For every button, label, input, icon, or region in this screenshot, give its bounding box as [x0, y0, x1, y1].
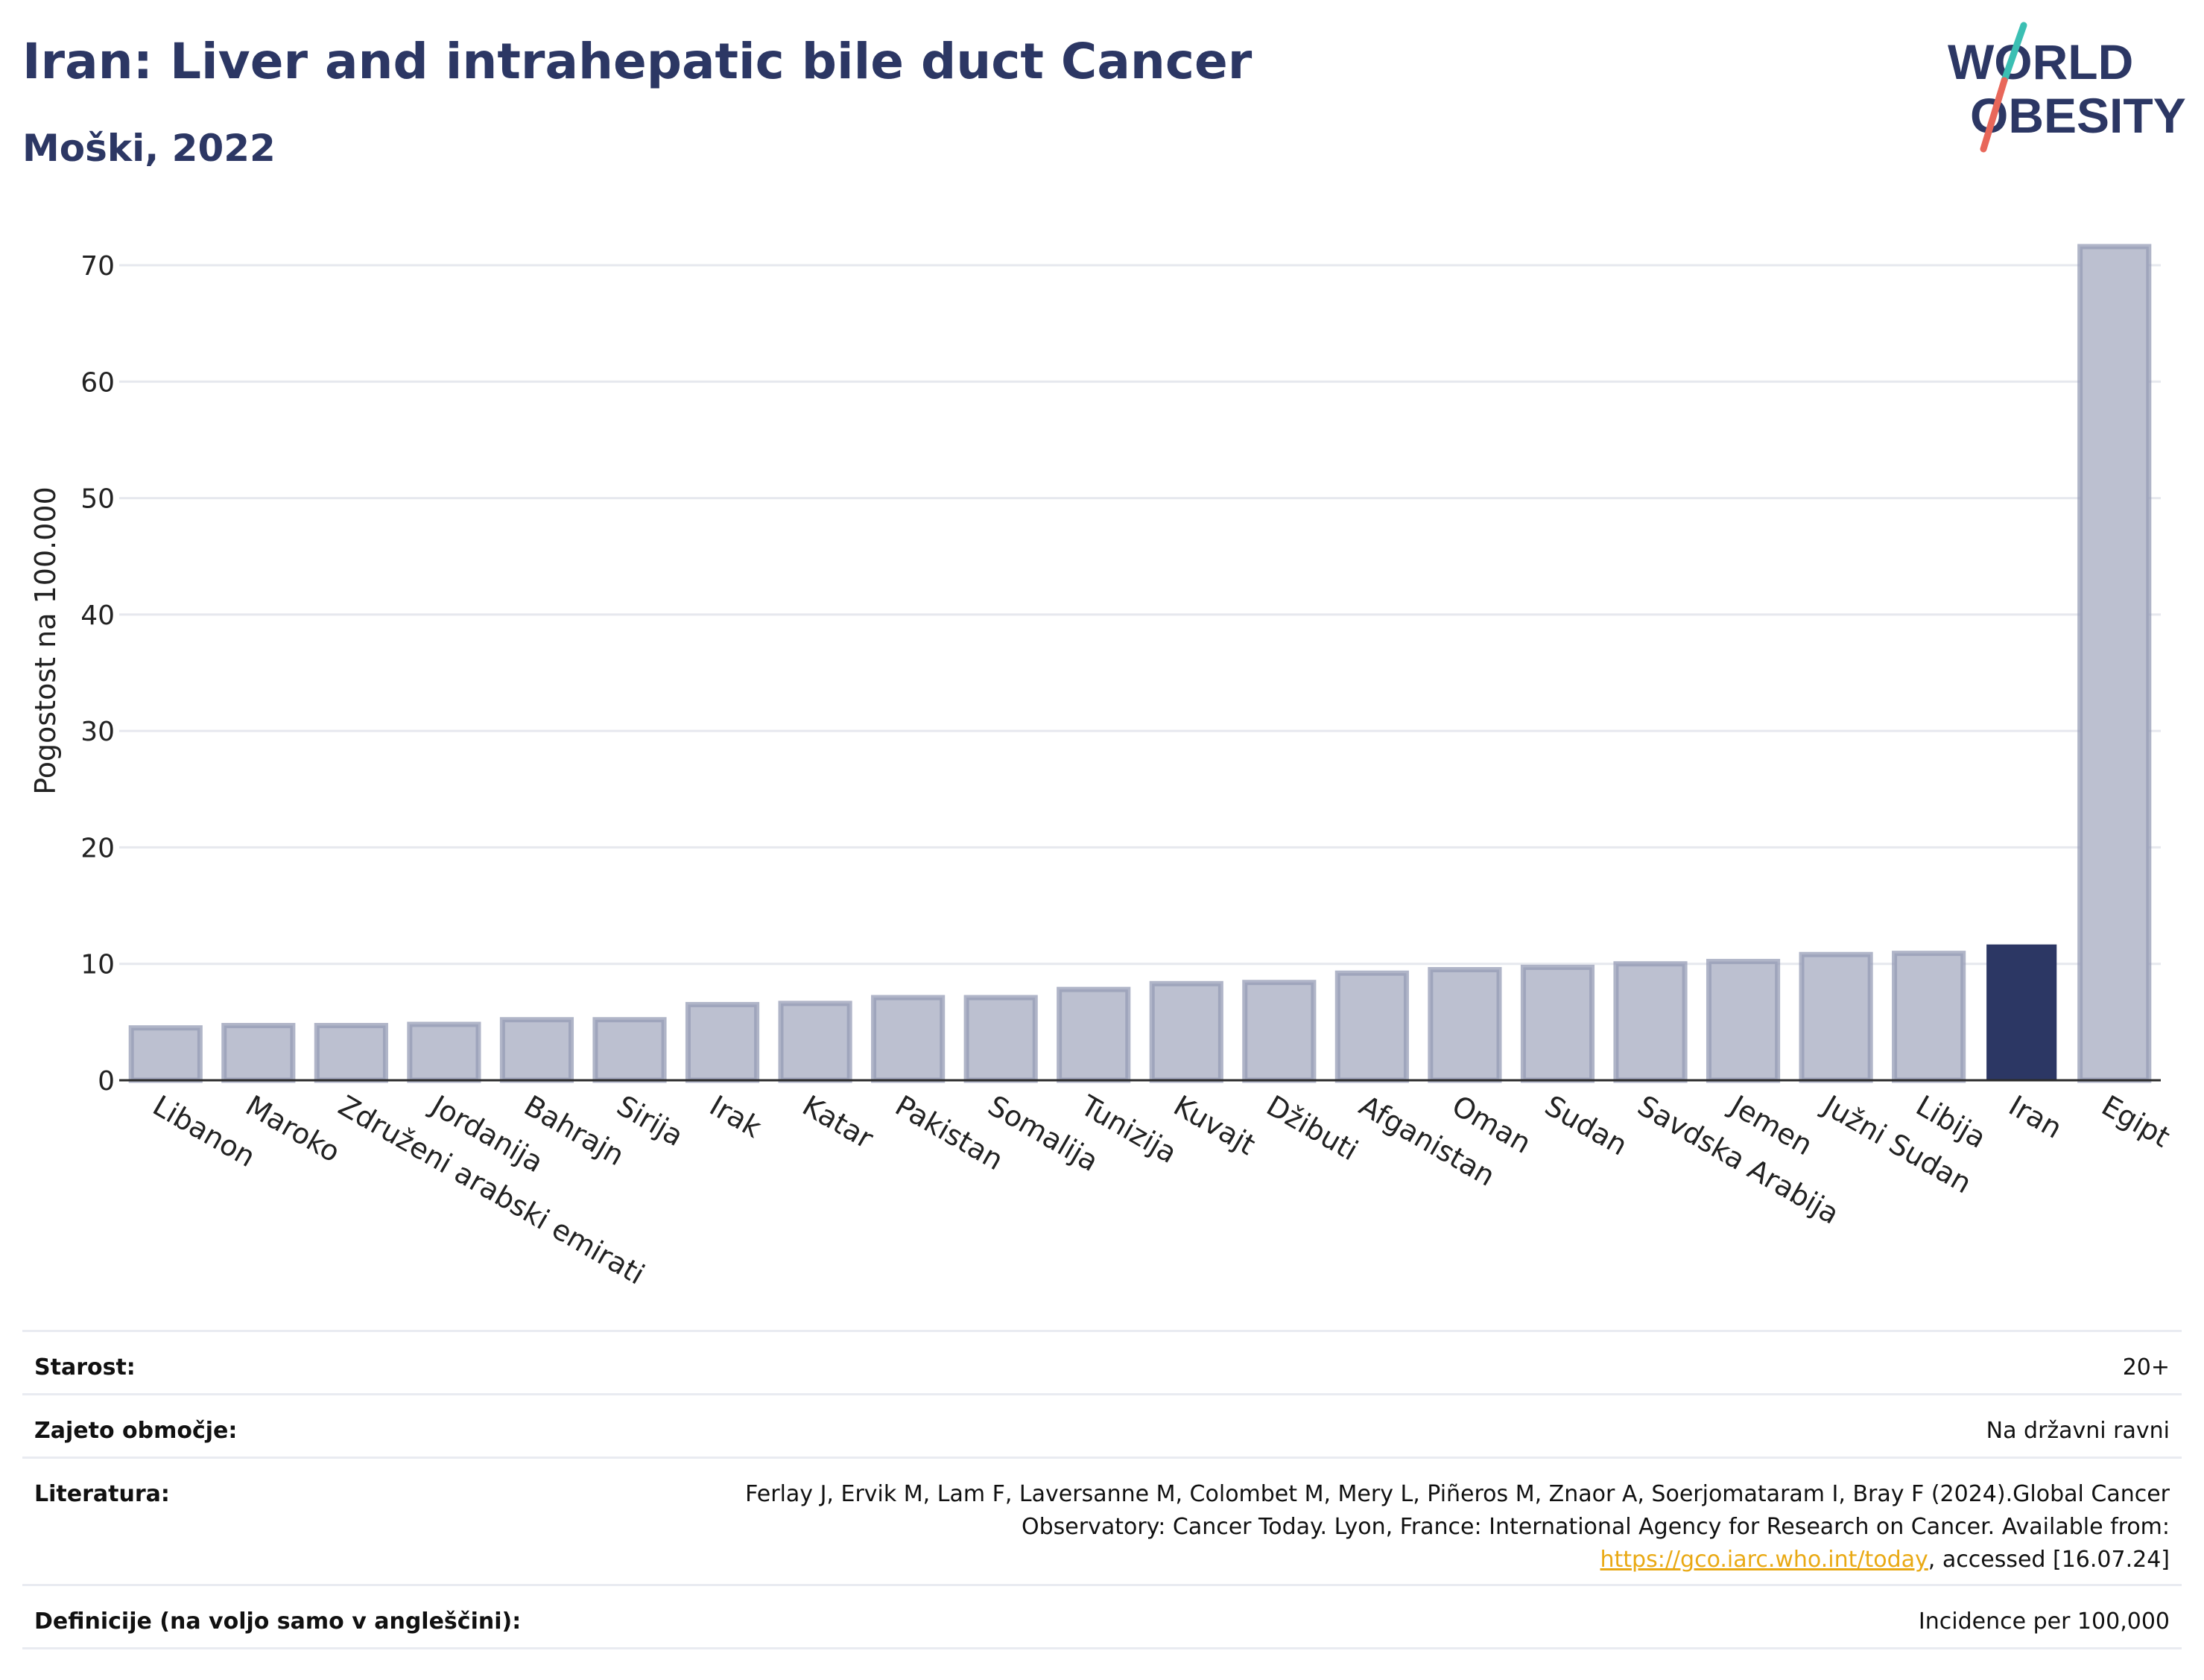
x-tick-label: Irak: [704, 1089, 767, 1144]
x-tick-label: Katar: [797, 1089, 879, 1156]
bar-džibuti: [1242, 980, 1317, 1083]
bar-južni-sudan: [1799, 951, 1873, 1083]
bar-libija: [1892, 951, 1966, 1083]
y-tick-label: 70: [80, 251, 115, 282]
area-label: Zajeto območje:: [34, 1418, 238, 1444]
definitions-value: Incidence per 100,000: [1918, 1608, 2170, 1635]
meta-row-area: Zajeto območje: Na državni ravni: [22, 1393, 2182, 1456]
logo-slash-bottom: [1980, 77, 2008, 153]
bar-združeni-arabski-emirati: [314, 1023, 388, 1083]
metadata-table: Starost: 20+ Zajeto območje: Na državni …: [22, 1330, 2182, 1649]
x-tick-label: Libanon: [148, 1089, 261, 1173]
y-axis-label: Pogostost na 100.000: [29, 486, 62, 795]
bar-bahrajn: [499, 1017, 574, 1083]
meta-row-age: Starost: 20+: [22, 1330, 2182, 1393]
x-tick-label: Maroko: [240, 1089, 346, 1169]
chart-title: Iran: Liver and intrahepatic bile duct C…: [22, 33, 1253, 90]
bar-jordanija: [407, 1021, 481, 1083]
bar-maroko: [221, 1023, 296, 1083]
age-label: Starost:: [34, 1354, 136, 1381]
bar-kuvajt: [1149, 980, 1223, 1083]
bar-iran: [1986, 944, 2057, 1082]
literature-link[interactable]: https://gco.iarc.who.int/today: [1600, 1547, 1928, 1573]
bar-jemen: [1706, 959, 1781, 1083]
logo-text-world: WORLD: [1948, 34, 2133, 89]
bars: [128, 244, 2152, 1083]
bar-sirija: [592, 1017, 667, 1083]
literature-label: Literatura:: [34, 1481, 170, 1507]
literature-suffix: , accessed [16.07.24]: [1928, 1547, 2170, 1573]
y-tick-label: 50: [80, 484, 115, 515]
bar-tunizija: [1057, 986, 1131, 1083]
bar-oman: [1428, 967, 1502, 1083]
chart-subtitle: Moški, 2022: [22, 127, 276, 170]
y-tick-label: 0: [98, 1066, 115, 1097]
y-tick-label: 60: [80, 367, 115, 398]
area-value: Na državni ravni: [1986, 1418, 2170, 1444]
logo-text-obesity: OBESITY: [1970, 88, 2186, 143]
bar-sudan: [1520, 964, 1595, 1083]
literature-text: Ferlay J, Ervik M, Lam F, Laversanne M, …: [745, 1481, 2170, 1540]
gridlines: [119, 264, 2161, 966]
bar-egipt: [2077, 244, 2152, 1083]
y-tick-label: 20: [80, 833, 115, 863]
meta-row-definitions: Definicije (na voljo samo v angleščini):…: [22, 1584, 2182, 1649]
bar-irak: [685, 1001, 760, 1083]
bar-libanon: [128, 1025, 203, 1083]
bar-pakistan: [871, 995, 946, 1083]
age-value: 20+: [2122, 1354, 2170, 1381]
x-tick-label: Džibuti: [1261, 1089, 1364, 1167]
logo-slash-top: [2001, 22, 2027, 84]
y-tick-label: 40: [80, 600, 115, 631]
x-tick-label: Sudan: [1539, 1089, 1633, 1162]
world-obesity-logo: WORLD OBESITY: [1948, 22, 2186, 153]
bar-afganistan: [1334, 970, 1409, 1083]
y-axis-ticks: 0 10 20 30 40 50 60 70: [80, 251, 115, 1097]
x-tick-label: Kuvajt: [1168, 1089, 1261, 1161]
bar-savdska-arabija: [1613, 961, 1688, 1083]
meta-row-literature: Literatura: Ferlay J, Ervik M, Lam F, La…: [22, 1456, 2182, 1584]
literature-value: Ferlay J, Ervik M, Lam F, Laversanne M, …: [680, 1478, 2170, 1576]
definitions-label: Definicije (na voljo samo v angleščini):: [34, 1608, 522, 1635]
y-tick-label: 10: [80, 950, 115, 980]
bar-somalija: [963, 995, 1038, 1083]
x-tick-label: Iran: [2004, 1089, 2068, 1145]
y-tick-label: 30: [80, 717, 115, 747]
bar-katar: [778, 1001, 852, 1083]
x-tick-label: Egipt: [2096, 1089, 2176, 1154]
